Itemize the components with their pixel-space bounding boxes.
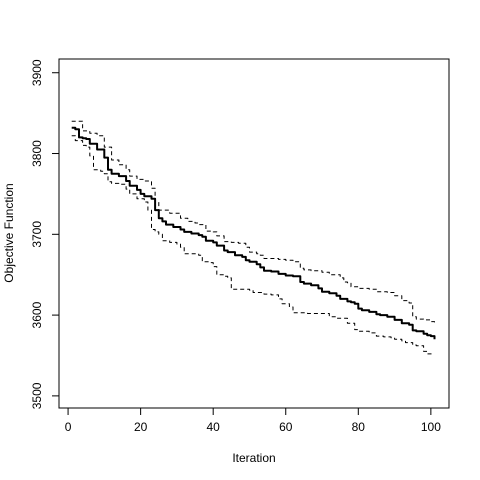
mean-line — [71, 126, 436, 340]
y-axis-label: Objective Function — [2, 183, 16, 282]
upper-bound-line — [71, 120, 435, 324]
y-tick-label: 3600 — [30, 301, 44, 328]
y-axis: 3500 3600 3700 3800 3900 — [30, 59, 60, 409]
lower-bound-line — [71, 135, 435, 355]
x-tick-label: 80 — [352, 420, 366, 434]
x-tick-label: 40 — [207, 420, 221, 434]
x-tick-label: 0 — [65, 420, 72, 434]
y-tick-label: 3900 — [30, 59, 44, 86]
y-tick-label: 3700 — [30, 221, 44, 248]
y-tick-label: 3800 — [30, 140, 44, 167]
x-tick-label: 20 — [134, 420, 148, 434]
plot-frame — [58, 58, 450, 409]
x-axis: 0 20 40 60 80 100 — [65, 407, 441, 434]
x-tick-label: 60 — [279, 420, 293, 434]
series-layer — [71, 120, 436, 355]
x-axis-label: Iteration — [232, 451, 275, 465]
x-tick-label: 100 — [421, 420, 441, 434]
y-tick-label: 3500 — [30, 382, 44, 409]
